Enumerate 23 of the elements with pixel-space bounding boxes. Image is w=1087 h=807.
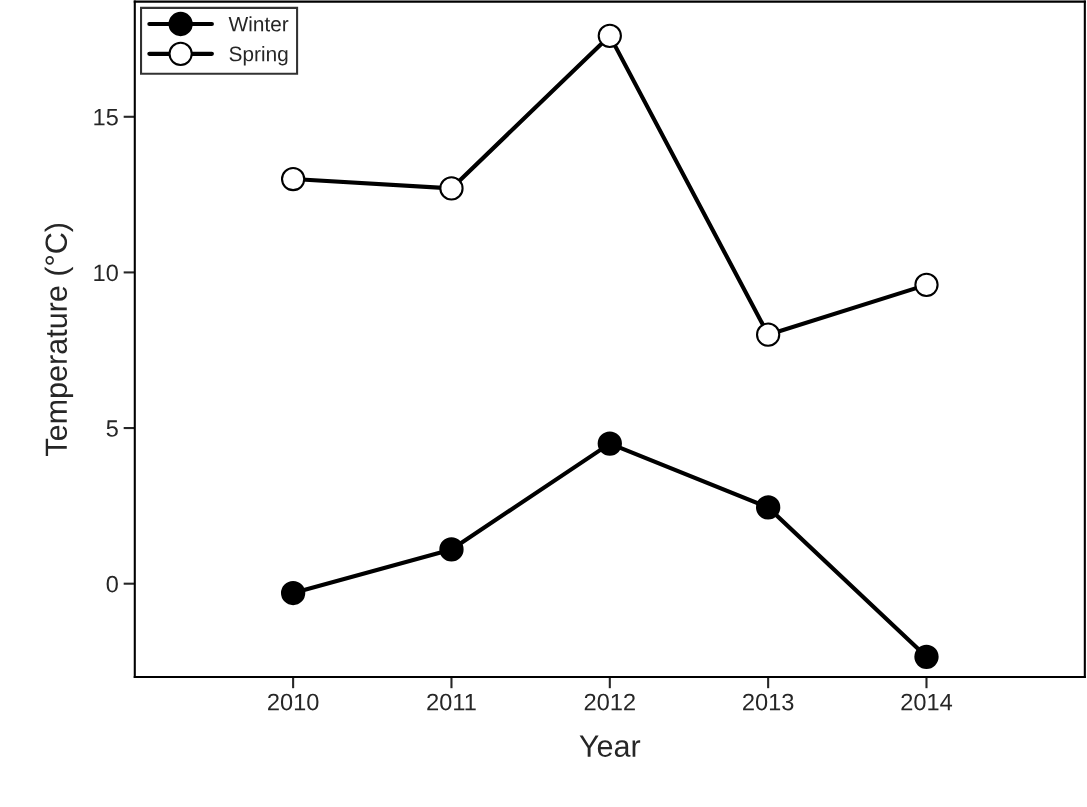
point bbox=[597, 431, 622, 456]
x-tick-label: 2010 bbox=[268, 693, 319, 711]
point bbox=[756, 495, 781, 520]
y-tick-label: 5 bbox=[106, 420, 118, 437]
x-tick-label: 2012 bbox=[584, 693, 635, 711]
point bbox=[597, 23, 622, 49]
y-tick-label: 15 bbox=[94, 109, 118, 126]
point bbox=[280, 166, 306, 192]
x-tick-label: 2014 bbox=[901, 693, 953, 711]
y-tick-label: 0 bbox=[106, 575, 118, 593]
y-axis-title: Temperature (°C) bbox=[44, 223, 74, 456]
x-tick-label: 2011 bbox=[427, 693, 476, 711]
point bbox=[914, 644, 939, 669]
legend-label: Spring bbox=[229, 46, 288, 66]
point bbox=[439, 176, 464, 201]
point bbox=[756, 322, 781, 347]
point bbox=[280, 580, 306, 606]
x-tick-label: 2013 bbox=[743, 693, 794, 711]
point bbox=[914, 272, 939, 298]
y-tick-label: 10 bbox=[94, 264, 118, 282]
point bbox=[439, 537, 464, 562]
x-axis-title: Year bbox=[579, 735, 641, 757]
legend-label: Winter bbox=[228, 16, 289, 32]
